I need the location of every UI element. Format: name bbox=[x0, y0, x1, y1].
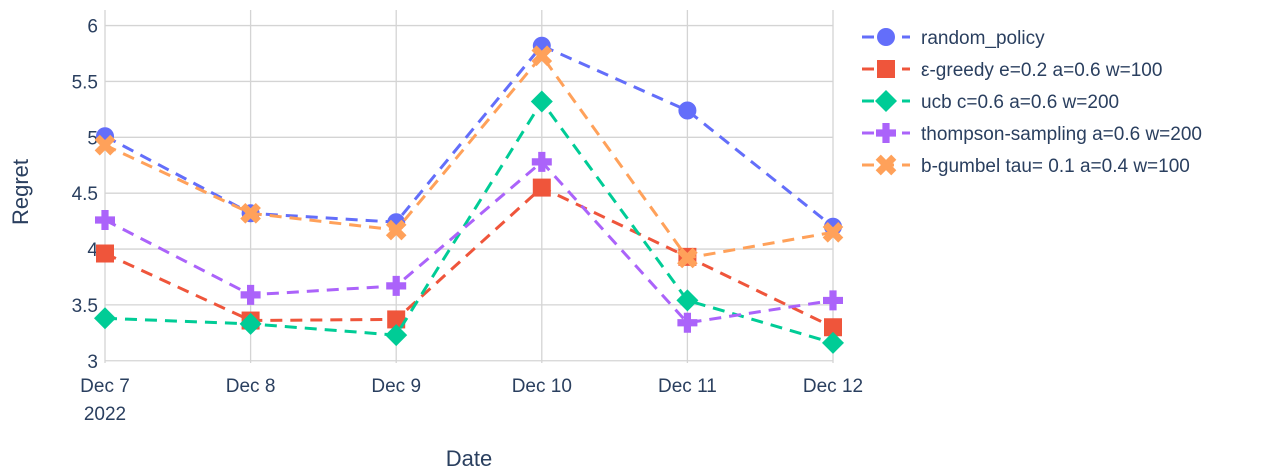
legend-marker bbox=[875, 154, 897, 176]
legend-label: ucb c=0.6 a=0.6 w=200 bbox=[921, 92, 1119, 113]
data-point-shape bbox=[822, 221, 844, 243]
series-square bbox=[96, 178, 842, 337]
data-point bbox=[94, 307, 116, 330]
y-tick-label: 4 bbox=[87, 240, 98, 261]
legend-label: b-gumbel tau= 0.1 a=0.4 w=100 bbox=[921, 156, 1190, 177]
y-axis-title: Regret bbox=[8, 159, 33, 225]
data-point bbox=[531, 151, 552, 172]
data-point bbox=[678, 101, 697, 120]
data-point bbox=[532, 178, 551, 197]
data-point-shape bbox=[385, 219, 407, 241]
legend-item: random_policy bbox=[862, 28, 1045, 49]
data-point bbox=[677, 312, 698, 333]
data-point-shape bbox=[94, 134, 116, 156]
series-line bbox=[104, 44, 834, 228]
data-point bbox=[387, 310, 406, 329]
y-tick-label: 5.5 bbox=[72, 72, 98, 93]
x-tick-label: Dec 10 bbox=[512, 376, 572, 397]
legend-marker bbox=[877, 28, 895, 46]
data-point bbox=[239, 312, 262, 335]
series-x bbox=[94, 45, 844, 269]
series-line bbox=[104, 100, 834, 345]
x-tick-label: Dec 8 bbox=[226, 376, 276, 397]
data-point bbox=[822, 221, 844, 243]
x-tick-labels: Dec 7 Dec 8 Dec 9 Dec 10 Dec 11 Dec 12 2022 bbox=[80, 376, 863, 425]
data-point bbox=[531, 45, 553, 67]
legend-item: thompson-sampling a=0.6 w=200 bbox=[862, 123, 1202, 145]
y-tick-labels: 3 3.5 4 4.5 5 5.5 6 bbox=[72, 17, 99, 373]
legend-item: ε-greedy e=0.2 a=0.6 w=100 bbox=[862, 60, 1162, 81]
data-point bbox=[824, 318, 842, 337]
data-point bbox=[95, 209, 115, 230]
data-point bbox=[240, 202, 261, 224]
x-tick-label: Dec 11 bbox=[658, 376, 717, 397]
legend-marker bbox=[876, 123, 896, 143]
data-point bbox=[385, 324, 408, 347]
legend: random_policy ε-greedy e=0.2 a=0.6 w=100 u… bbox=[862, 28, 1202, 177]
data-point bbox=[386, 275, 407, 296]
legend-label: ε-greedy e=0.2 a=0.6 w=100 bbox=[921, 60, 1162, 81]
data-point bbox=[240, 284, 261, 305]
series-diamond bbox=[94, 90, 844, 354]
data-point bbox=[94, 134, 116, 156]
series-line bbox=[104, 54, 834, 260]
data-point bbox=[530, 90, 553, 113]
plot-area bbox=[94, 36, 844, 354]
legend-label: thompson-sampling a=0.6 w=200 bbox=[921, 124, 1202, 145]
data-point-shape bbox=[531, 45, 553, 67]
x-axis-title: Date bbox=[446, 446, 492, 471]
data-point bbox=[676, 289, 699, 312]
legend-marker-shape bbox=[875, 154, 897, 176]
series-cross bbox=[95, 151, 843, 333]
data-point-shape bbox=[677, 247, 698, 269]
data-point bbox=[823, 290, 843, 311]
legend-marker bbox=[877, 60, 895, 78]
data-point bbox=[822, 331, 844, 354]
legend-marker bbox=[875, 90, 897, 112]
x-tick-year-label: 2022 bbox=[84, 404, 126, 425]
x-tick-label: Dec 9 bbox=[371, 376, 421, 397]
data-point bbox=[385, 219, 407, 241]
legend-label: random_policy bbox=[921, 28, 1045, 49]
series-circle bbox=[96, 36, 842, 236]
data-point bbox=[96, 244, 114, 263]
series-line bbox=[104, 186, 834, 329]
legend-item: b-gumbel tau= 0.1 a=0.4 w=100 bbox=[862, 154, 1190, 177]
y-tick-label: 4.5 bbox=[72, 184, 98, 205]
series-line bbox=[104, 160, 834, 325]
y-tick-label: 5 bbox=[87, 128, 98, 149]
y-tick-label: 3 bbox=[87, 352, 98, 373]
legend-item: ucb c=0.6 a=0.6 w=200 bbox=[862, 90, 1119, 113]
y-tick-label: 6 bbox=[87, 17, 98, 38]
x-tick-label: Dec 12 bbox=[803, 376, 863, 397]
data-point-shape bbox=[240, 202, 261, 224]
y-tick-label: 3.5 bbox=[72, 296, 98, 317]
data-point bbox=[677, 247, 698, 269]
x-tick-label: Dec 7 bbox=[80, 376, 130, 397]
